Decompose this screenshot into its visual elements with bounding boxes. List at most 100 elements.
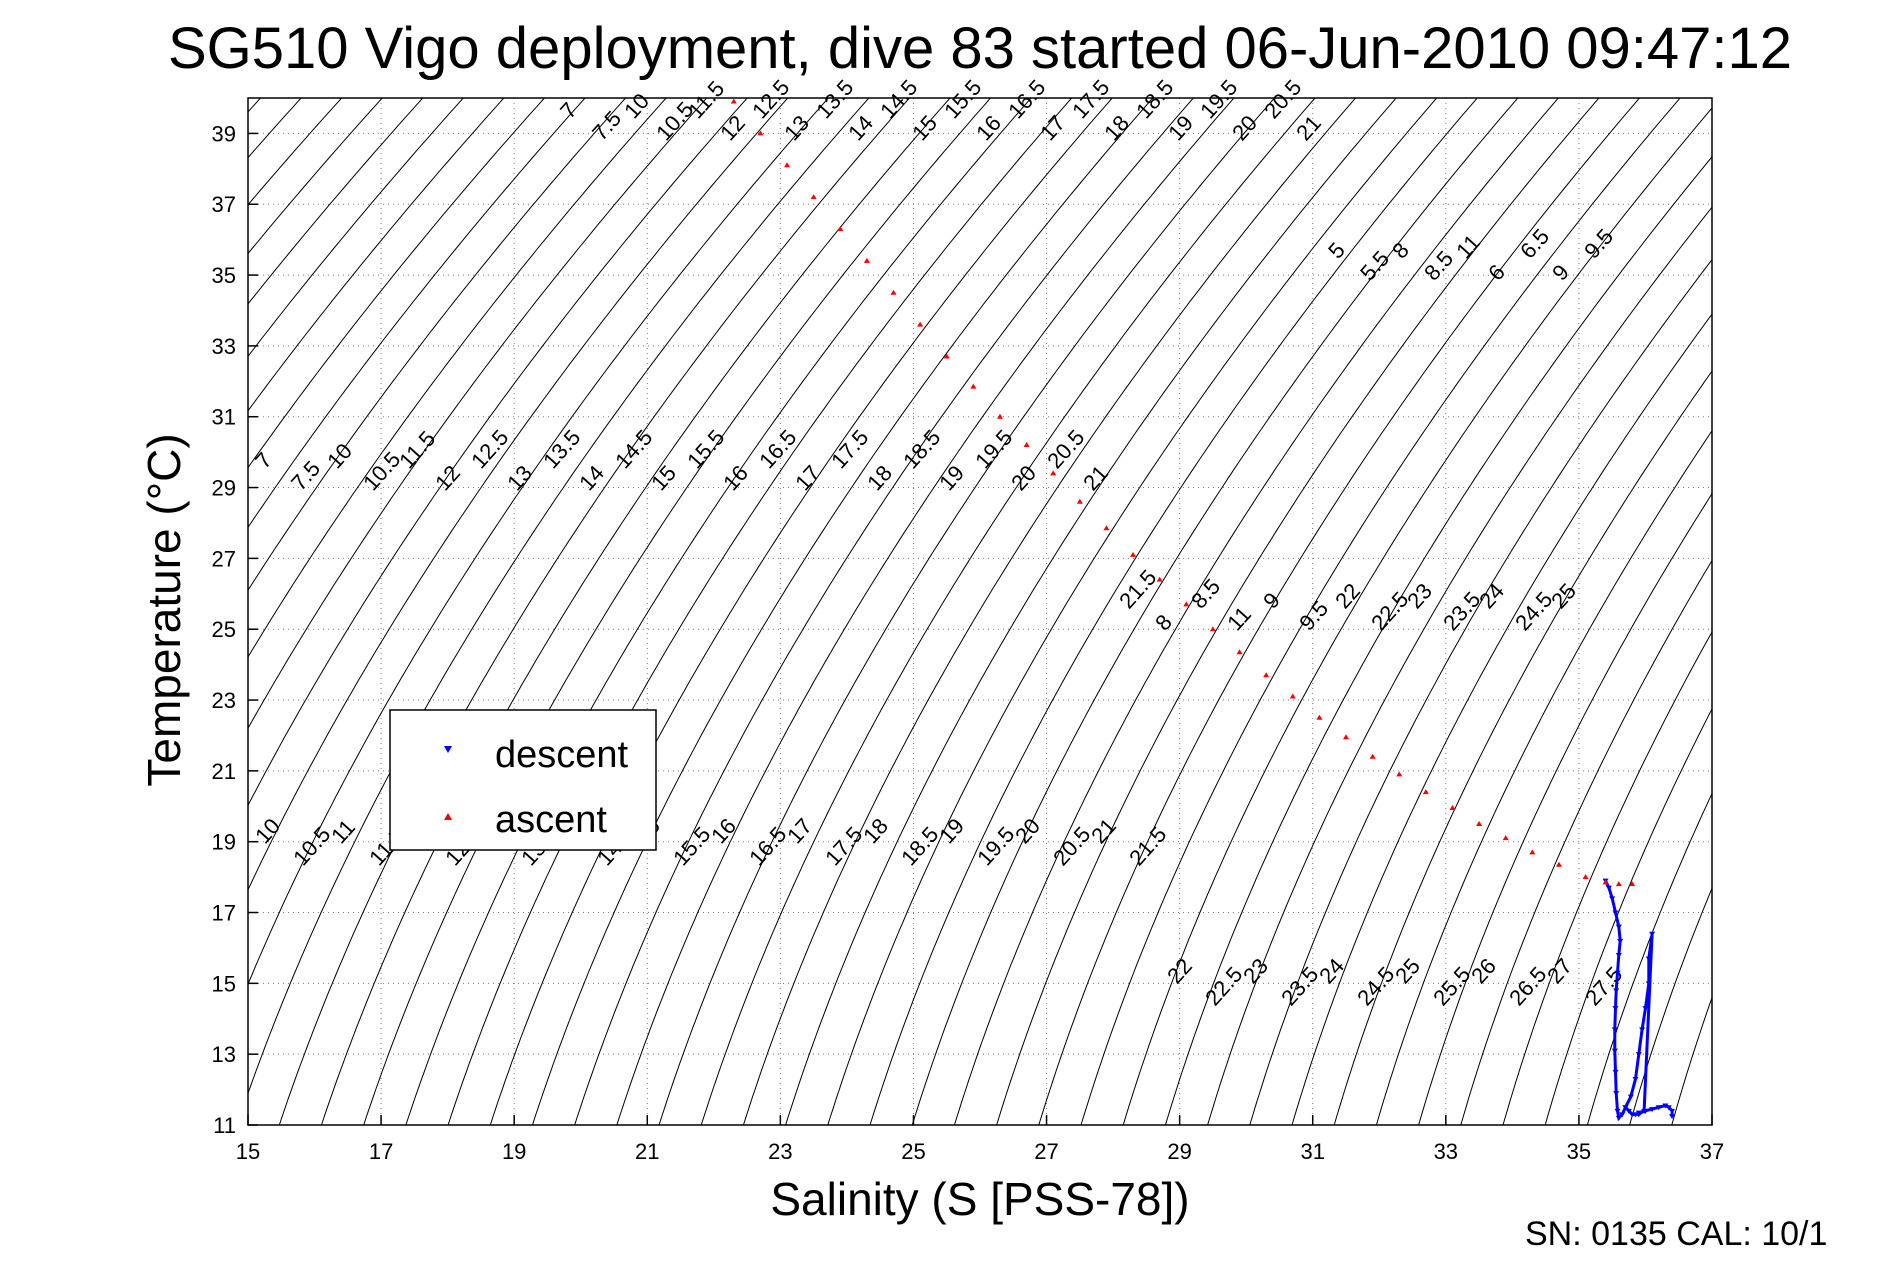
density-contour [742,98,1357,1125]
contour-label: 17 [1035,110,1070,145]
y-tick-label: 11 [213,1113,236,1138]
data-point-ascent [1076,498,1083,504]
contour-label: 19 [1163,110,1198,145]
contour-label: 6.5 [1515,224,1554,263]
data-point-ascent [1209,626,1216,632]
legend-marker-descent [444,746,452,753]
density-contour [996,98,1600,1125]
contour-label: 22 [1330,578,1365,613]
y-tick-label: 35 [212,263,236,288]
density-contour [616,98,1235,1125]
data-point-ascent [1615,881,1622,887]
series-line-descent [1604,879,1654,1122]
data-point-ascent [757,130,764,136]
y-axis-ticks: 11 13 15 17 19 21 23 25 27 29 31 33 35 37 39 [212,121,258,1138]
contour-label: 8.5 [1186,574,1225,613]
density-contour [248,98,464,358]
contour-label: 7 [555,98,582,124]
x-axis-ticks: 15 17 19 21 23 25 27 29 31 33 35 37 [236,1115,1724,1164]
contour-label: 25 [1390,953,1425,988]
density-contour [248,98,708,730]
contour-label: 16.5 [754,425,801,474]
legend: descent ascent [389,709,657,851]
density-contour [0,63,90,1161]
y-axis-label: Temperature (°C) [138,433,190,786]
density-contour [827,98,1438,1125]
density-contour [320,98,951,1125]
x-tick-label: 35 [1567,1139,1591,1164]
contour-label: 12.5 [747,75,794,124]
data-point-ascent [1289,693,1296,699]
density-contour [785,98,1397,1125]
contour-label: 17.5 [1067,75,1114,124]
contour-label: 20 [1006,460,1041,495]
contour-label: 20 [1227,110,1262,145]
data-point-ascent [1502,835,1509,841]
density-contour [248,98,748,807]
data-point-ascent [1476,820,1483,826]
data-point-ascent [890,289,897,295]
density-contour [1122,107,1712,1125]
density-contour [248,98,586,529]
y-tick-label: 19 [212,830,236,855]
y-tick-label: 31 [212,405,236,430]
density-contour [248,98,667,658]
contour-label: 7.5 [286,456,325,495]
data-point-ascent [1130,551,1137,557]
density-contour [1418,492,1712,1125]
x-tick-label: 29 [1167,1139,1191,1164]
contour-label: 5 [1323,238,1350,264]
contour-label: 15.5 [682,425,729,474]
series-line-descent-deep [1638,1103,1674,1117]
contour-label: 13.5 [811,75,858,124]
contour-label: 8 [1150,610,1177,636]
x-tick-label: 15 [236,1139,260,1164]
density-contour [953,98,1559,1125]
series-descent-deep [1635,1103,1676,1120]
contour-label: 21.5 [1114,565,1161,614]
y-tick-label: 27 [212,546,236,571]
y-tick-label: 39 [212,121,236,146]
data-series [730,98,1676,1122]
contour-label: 21.5 [1124,822,1171,871]
y-tick-label: 17 [212,901,236,926]
density-contour [574,98,1194,1125]
data-point-ascent [837,226,844,232]
density-contour [1629,886,1712,1125]
data-point-ascent [784,162,791,168]
density-contour [1705,63,1891,1161]
data-point-ascent [943,353,950,359]
contour-label: 14.5 [875,75,922,124]
data-point-ascent [1103,525,1110,531]
data-point-ascent [970,383,977,389]
contour-label: 12 [715,110,750,145]
contour-label: 18 [1099,110,1134,145]
data-point-ascent [1422,789,1429,795]
contour-label: 18.5 [1131,75,1178,124]
contour-label: 11 [326,815,360,849]
density-contour [1375,429,1712,1125]
serial-cal-footer: SN: 0135 CAL: 10/1 [1525,1215,1827,1253]
contour-label: 12 [430,460,465,495]
series-descent [1602,878,1656,1122]
density-contour [1789,63,1891,1161]
density-contour [447,98,1073,1125]
x-tick-label: 37 [1700,1139,1724,1164]
density-contour [248,98,829,986]
density-contour [278,98,911,1125]
data-point-ascent [1236,649,1243,655]
legend-marker-ascent [444,813,452,820]
data-point-ascent [1529,849,1536,855]
series-ascent [730,98,1636,887]
density-contour [1747,63,1891,1161]
contour-label: 10 [250,813,285,848]
contour-label: 5.5 [1355,246,1394,285]
density-contour [1544,708,1712,1125]
data-point-ascent [1396,771,1403,777]
contour-label: 15 [646,460,681,495]
contour-label: 21 [1086,813,1121,848]
data-point-ascent [1582,874,1589,880]
data-point-ascent [810,194,817,200]
contour-label: 18 [862,460,897,495]
contour-label: 17 [790,460,825,495]
